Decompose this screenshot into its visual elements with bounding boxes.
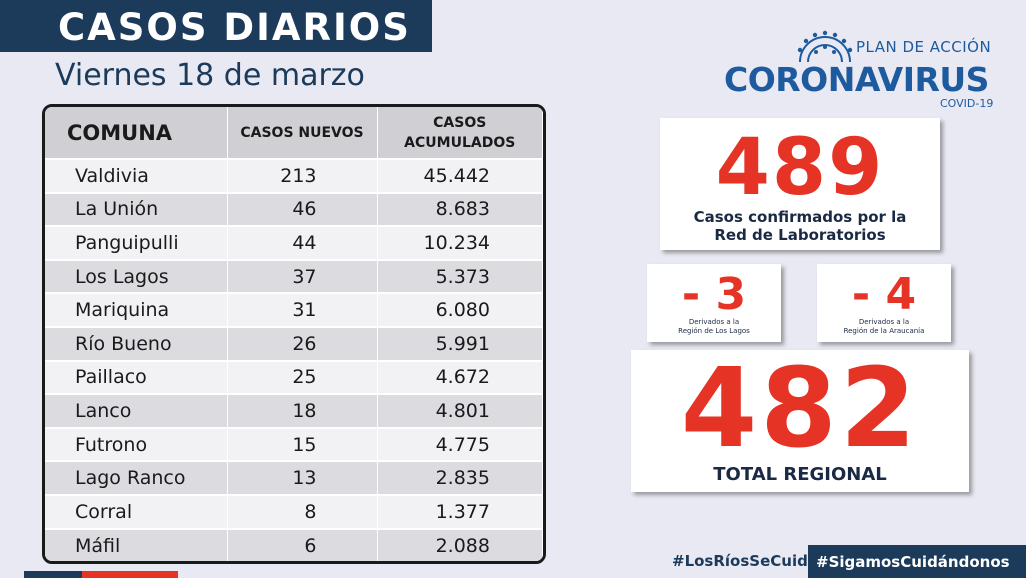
- header-casos-acumulados: CASOS ACUMULADOS: [377, 107, 543, 159]
- casos-nuevos-cell: 26: [227, 325, 378, 361]
- hashtag-los-rios: #LosRíosSeCuida: [672, 552, 818, 570]
- casos-acumulados-cell: 4.672: [377, 359, 543, 395]
- comuna-cell: Río Bueno: [45, 325, 228, 361]
- casos-nuevos-cell: 8: [227, 493, 378, 529]
- comuna-cell: Mariquina: [45, 292, 228, 327]
- casos-acumulados-cell: 5.373: [377, 258, 543, 294]
- table-row: Lago Ranco 13 2.835: [45, 460, 543, 495]
- comuna-cell: Futrono: [45, 426, 228, 462]
- comuna-cell: La Unión: [45, 191, 228, 227]
- casos-acumulados-cell: 1.377: [377, 493, 543, 529]
- logo-sub: COVID-19: [940, 97, 994, 110]
- casos-acumulados-cell: 5.991: [377, 325, 543, 361]
- table-row: Los Lagos 37 5.373: [45, 258, 543, 294]
- footer-strip-red: [82, 571, 178, 578]
- comuna-cell: Corral: [45, 493, 228, 529]
- casos-acumulados-cell: 45.442: [377, 158, 543, 193]
- total-regional-value: 482: [680, 344, 920, 472]
- logo-name: CORONAVIRUS: [724, 60, 989, 99]
- comuna-cell: Lanco: [45, 393, 228, 428]
- casos-nuevos-cell: 15: [227, 426, 378, 462]
- header-comuna: COMUNA: [45, 107, 228, 159]
- casos-nuevos-cell: 6: [227, 527, 378, 561]
- casos-nuevos-cell: 31: [227, 292, 378, 327]
- comuna-cell: Paillaco: [45, 359, 228, 395]
- confirmed-cases-value: 489: [715, 123, 885, 213]
- table-header-row: COMUNA CASOS NUEVOS CASOS ACUMULADOS: [45, 107, 543, 159]
- title-banner: CASOS DIARIOS: [0, 0, 432, 52]
- table-row: Valdivia 213 45.442: [45, 158, 543, 193]
- comuna-cell: Los Lagos: [45, 258, 228, 294]
- header-casos-nuevos: CASOS NUEVOS: [227, 107, 378, 159]
- casos-nuevos-cell: 44: [227, 225, 378, 260]
- casos-nuevos-cell: 18: [227, 393, 378, 428]
- casos-acumulados-cell: 4.775: [377, 426, 543, 462]
- table-row: La Unión 46 8.683: [45, 191, 543, 227]
- derived-araucania-card: - 4 Derivados a la Región de la Araucanía: [817, 264, 951, 342]
- casos-acumulados-cell: 8.683: [377, 191, 543, 227]
- report-date: Viernes 18 de marzo: [55, 58, 365, 93]
- derived-los-lagos-label: Derivados a la Región de Los Lagos: [678, 318, 750, 335]
- table-row: Máfil 6 2.088: [45, 527, 543, 561]
- cases-table: COMUNA CASOS NUEVOS CASOS ACUMULADOS Vald…: [42, 104, 546, 564]
- casos-acumulados-cell: 2.835: [377, 460, 543, 495]
- hashtag-sigamos: #SigamosCuidándonos: [808, 545, 1026, 578]
- casos-acumulados-cell: 4.801: [377, 393, 543, 428]
- total-regional-card: 482 TOTAL REGIONAL: [631, 350, 969, 492]
- derived-los-lagos-card: - 3 Derivados a la Región de Los Lagos: [647, 264, 781, 342]
- table-row: Corral 8 1.377: [45, 493, 543, 529]
- derived-los-lagos-value: - 3: [681, 269, 747, 320]
- derived-araucania-label: Derivados a la Región de la Araucanía: [843, 318, 925, 335]
- casos-nuevos-cell: 213: [227, 158, 378, 193]
- table-row: Río Bueno 26 5.991: [45, 325, 543, 361]
- comuna-cell: Máfil: [45, 527, 228, 561]
- total-regional-label: TOTAL REGIONAL: [713, 464, 887, 485]
- footer-strip-blue: [24, 571, 82, 578]
- table-row: Lanco 18 4.801: [45, 393, 543, 428]
- casos-acumulados-cell: 6.080: [377, 292, 543, 327]
- virus-icon: [797, 30, 853, 63]
- confirmed-cases-card: 489 Casos confirmados por la Red de Labor…: [660, 118, 940, 250]
- comuna-cell: Panguipulli: [45, 225, 228, 260]
- table-row: Panguipulli 44 10.234: [45, 225, 543, 260]
- comuna-cell: Valdivia: [45, 158, 228, 193]
- casos-nuevos-cell: 13: [227, 460, 378, 495]
- derived-araucania-value: - 4: [851, 269, 917, 320]
- page-title: CASOS DIARIOS: [58, 6, 411, 49]
- table-row: Paillaco 25 4.672: [45, 359, 543, 395]
- casos-nuevos-cell: 25: [227, 359, 378, 395]
- table-row: Mariquina 31 6.080: [45, 292, 543, 327]
- casos-nuevos-cell: 37: [227, 258, 378, 294]
- coronavirus-logo: PLAN DE ACCIÓN CORONAVIRUS COVID-19: [718, 30, 998, 114]
- confirmed-cases-label: Casos confirmados por la Red de Laborator…: [693, 208, 907, 244]
- casos-acumulados-cell: 10.234: [377, 225, 543, 260]
- casos-nuevos-cell: 46: [227, 191, 378, 227]
- logo-plan-text: PLAN DE ACCIÓN: [856, 38, 992, 56]
- casos-acumulados-cell: 2.088: [377, 527, 543, 561]
- table-row: Futrono 15 4.775: [45, 426, 543, 462]
- comuna-cell: Lago Ranco: [45, 460, 228, 495]
